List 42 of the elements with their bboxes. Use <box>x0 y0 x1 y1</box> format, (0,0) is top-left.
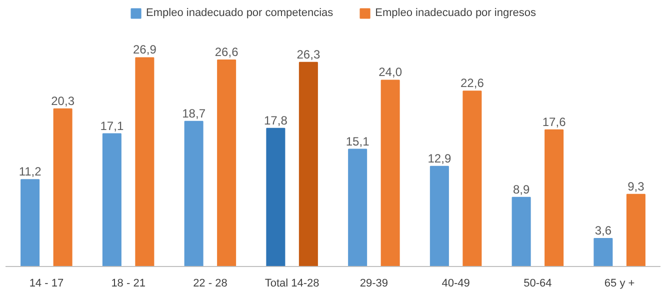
bar <box>266 128 286 266</box>
bar <box>20 179 40 266</box>
data-label: 3,6 <box>594 224 612 238</box>
data-label: 17,1 <box>100 118 124 133</box>
bar <box>184 120 204 266</box>
bar <box>512 196 531 266</box>
data-label: 9,3 <box>628 179 645 194</box>
bar <box>217 60 236 266</box>
data-label: 26,9 <box>133 42 157 57</box>
bar <box>626 194 646 266</box>
x-tick-label: 22 - 28 <box>193 278 228 290</box>
x-tick-label: 50-64 <box>524 278 552 290</box>
x-tick-label: 40-49 <box>442 278 470 290</box>
data-label: 12,9 <box>428 151 452 166</box>
data-label: 22,6 <box>460 76 484 90</box>
data-label: 26,3 <box>296 47 320 62</box>
bar <box>462 90 482 266</box>
data-label: 26,6 <box>214 45 239 60</box>
x-tick-label: 14 - 17 <box>29 278 64 290</box>
legend-label: Empleo inadecuado por competencias <box>146 7 334 19</box>
x-tick-label: 29-39 <box>360 278 388 290</box>
bar <box>298 62 318 266</box>
bar <box>102 133 122 266</box>
bar <box>53 108 72 266</box>
x-tick-label: 18 - 21 <box>111 278 146 290</box>
x-tick-label: 65 y + <box>604 278 635 290</box>
bar <box>348 148 368 266</box>
data-label: 11,2 <box>18 164 42 179</box>
data-label: 17,6 <box>542 114 566 129</box>
data-label: 17,8 <box>264 113 288 128</box>
bar <box>135 57 154 266</box>
data-label: 8,9 <box>512 182 530 196</box>
data-label: 18,7 <box>182 106 206 120</box>
data-label: 24,0 <box>378 65 402 80</box>
bar <box>380 80 400 266</box>
bar <box>594 238 613 266</box>
x-tick-label: Total 14-28 <box>264 278 320 290</box>
bar <box>430 166 449 266</box>
bar <box>544 129 564 266</box>
data-label: 15,1 <box>346 134 370 148</box>
data-label: 20,3 <box>51 94 75 108</box>
legend-label: Empleo inadecuado por ingresos <box>375 7 536 19</box>
